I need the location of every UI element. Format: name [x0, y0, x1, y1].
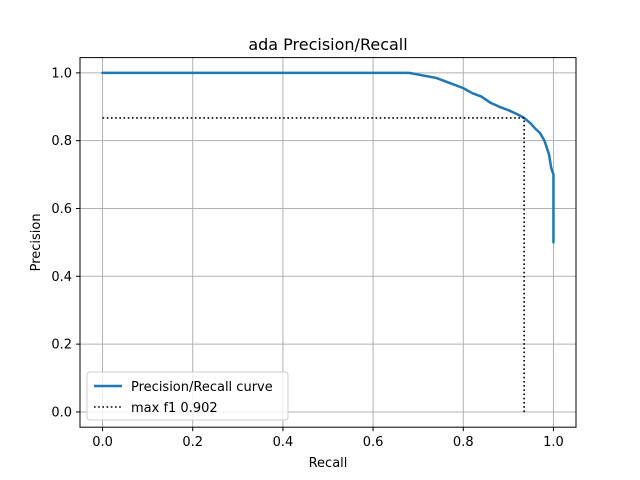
x-tick-label: 0.2	[182, 435, 203, 450]
legend-label-pr-curve: Precision/Recall curve	[131, 380, 273, 395]
legend-label-max-f1: max f1 0.902	[131, 401, 218, 416]
grid	[80, 57, 576, 428]
x-tick-label: 0.4	[273, 435, 294, 450]
series-layer	[101, 71, 555, 412]
x-tick-label: 0.0	[92, 435, 113, 450]
pr-curve-line	[101, 71, 555, 244]
y-tick-label: 0.0	[51, 405, 72, 420]
x-axis-label: Recall	[309, 456, 348, 471]
y-tick-label: 0.4	[51, 270, 72, 285]
ticks: 0.0 0.2 0.4 0.6 0.8 1.0 0.0 0.2 0.4 0.6 0.8 1.0	[51, 66, 563, 450]
y-tick-label: 1.0	[51, 66, 72, 81]
y-tick-label: 0.2	[51, 338, 72, 353]
x-tick-label: 0.8	[453, 435, 474, 450]
legend: Precision/Recall curve max f1 0.902	[86, 371, 289, 421]
max-f1-line	[102, 117, 525, 412]
legend-box	[86, 371, 289, 421]
x-tick-label: 0.6	[363, 435, 384, 450]
y-axis-label: Precision	[29, 213, 44, 271]
x-tick-label: 1.0	[543, 435, 564, 450]
plot-frame	[79, 57, 577, 428]
chart-title: ada Precision/Recall	[248, 35, 407, 54]
y-tick-label: 0.6	[51, 202, 72, 217]
y-tick-label: 0.8	[51, 134, 72, 149]
